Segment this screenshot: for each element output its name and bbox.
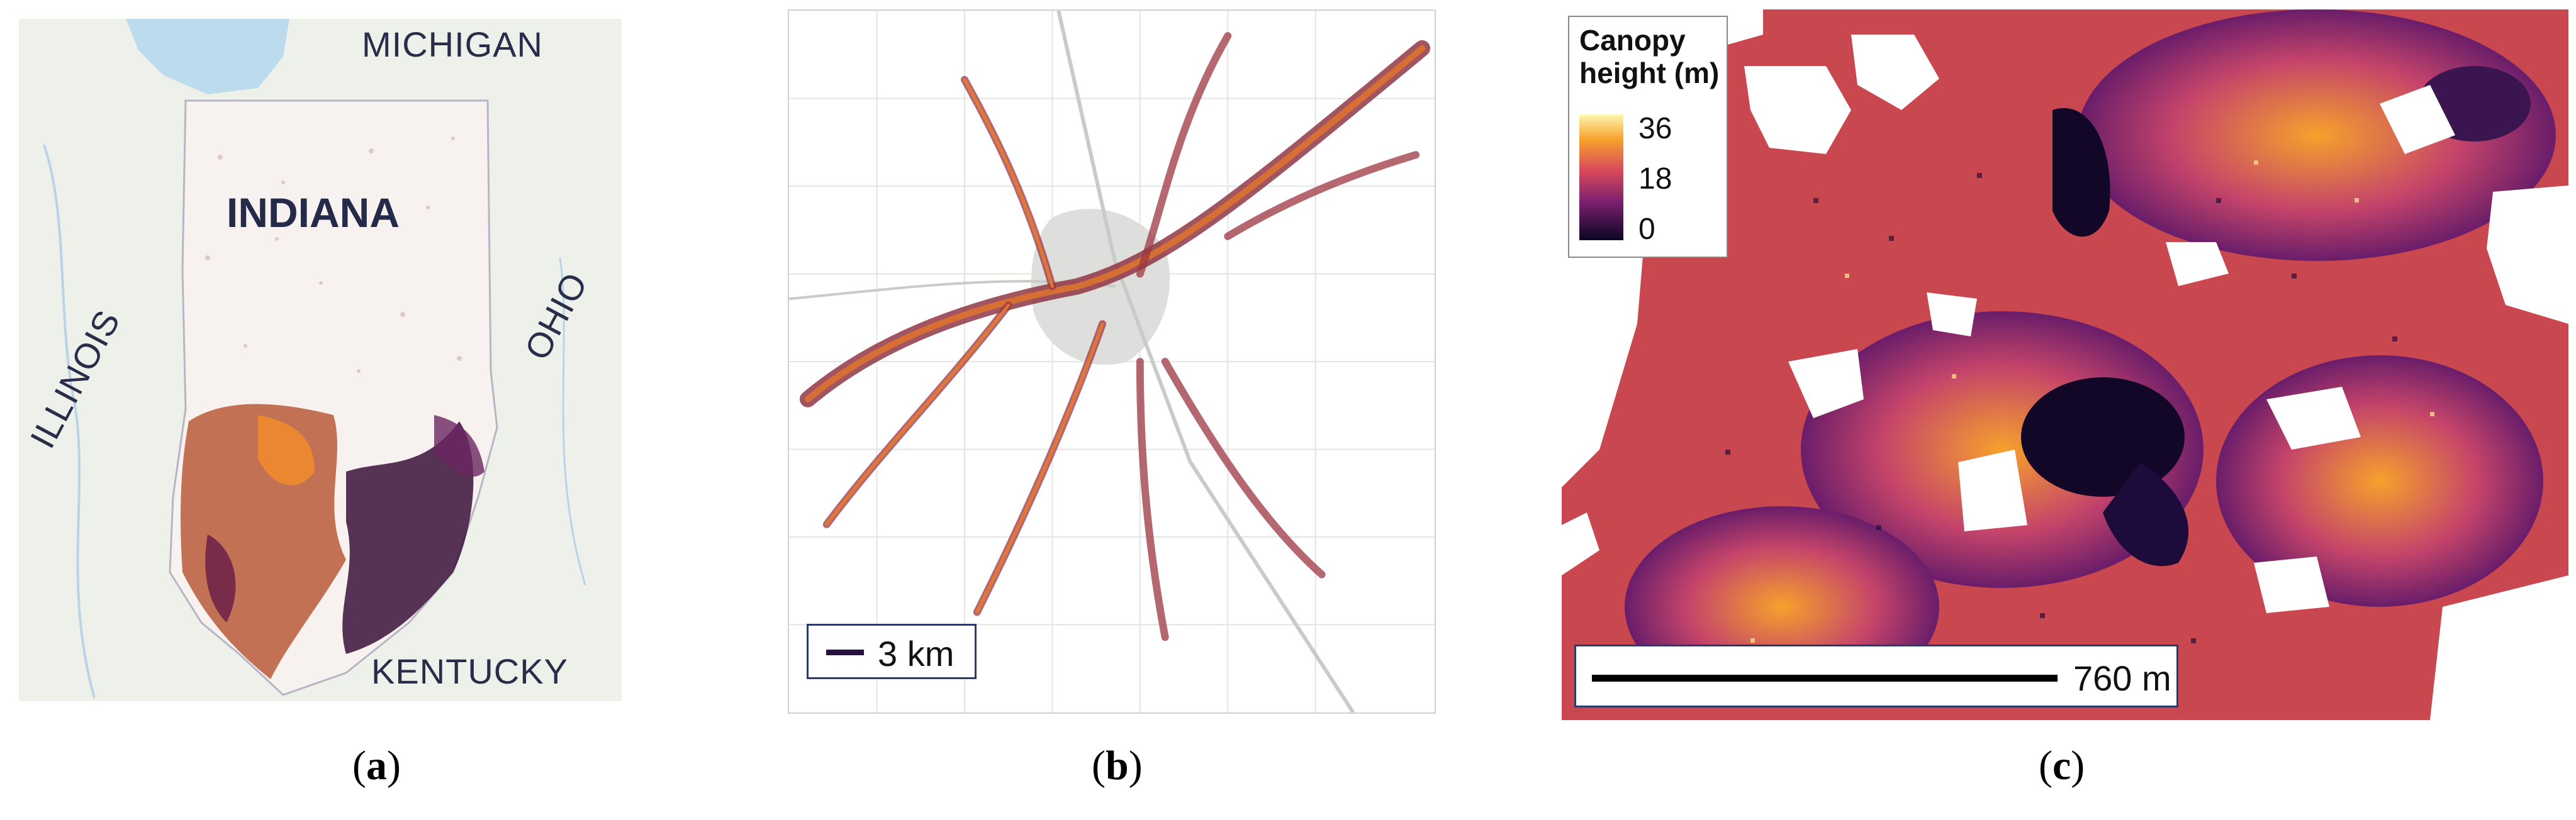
label-michigan: MICHIGAN bbox=[362, 25, 543, 64]
scale-label-b: 3 km bbox=[878, 634, 955, 673]
scale-label-c: 760 m bbox=[2073, 658, 2171, 698]
label-kentucky: KENTUCKY bbox=[371, 651, 568, 691]
panel-a-basemap bbox=[19, 19, 622, 701]
caption-a: (a) bbox=[352, 743, 401, 789]
legend-colorbar-overlay bbox=[1579, 114, 1623, 240]
lake-michigan bbox=[126, 19, 289, 94]
panel-b-county-map: 3 km bbox=[788, 9, 1436, 714]
legend-tick-0: 0 bbox=[1638, 213, 1655, 246]
panel-b-basemap bbox=[789, 11, 1435, 712]
panel-a-indiana-map: MICHIGAN INDIANA ILLINOIS OHIO KENTUCKY bbox=[19, 19, 622, 701]
no-data-areas bbox=[1562, 9, 2568, 720]
label-indiana: INDIANA bbox=[227, 189, 400, 236]
legend: Canopy height (m) 36 18 0 bbox=[1568, 16, 1728, 258]
scale-line-c bbox=[1592, 675, 2058, 682]
forest-patch bbox=[342, 421, 474, 654]
scale-line-b bbox=[826, 650, 864, 655]
scale-bar-b: 3 km bbox=[807, 624, 977, 679]
caption-b: (b) bbox=[1092, 743, 1143, 789]
scale-bar-c: 760 m bbox=[1574, 645, 2178, 707]
caption-c: (c) bbox=[2039, 743, 2085, 789]
legend-tick-36: 36 bbox=[1638, 112, 1672, 145]
legend-title-line1: Canopy bbox=[1579, 24, 1686, 57]
legend-title-line2: height (m) bbox=[1579, 57, 1720, 89]
panel-c-canopy-map: Canopy height (m) 36 18 0 760 m bbox=[1562, 9, 2568, 720]
panel-c-raster bbox=[1562, 9, 2568, 720]
legend-tick-18: 18 bbox=[1638, 162, 1672, 196]
